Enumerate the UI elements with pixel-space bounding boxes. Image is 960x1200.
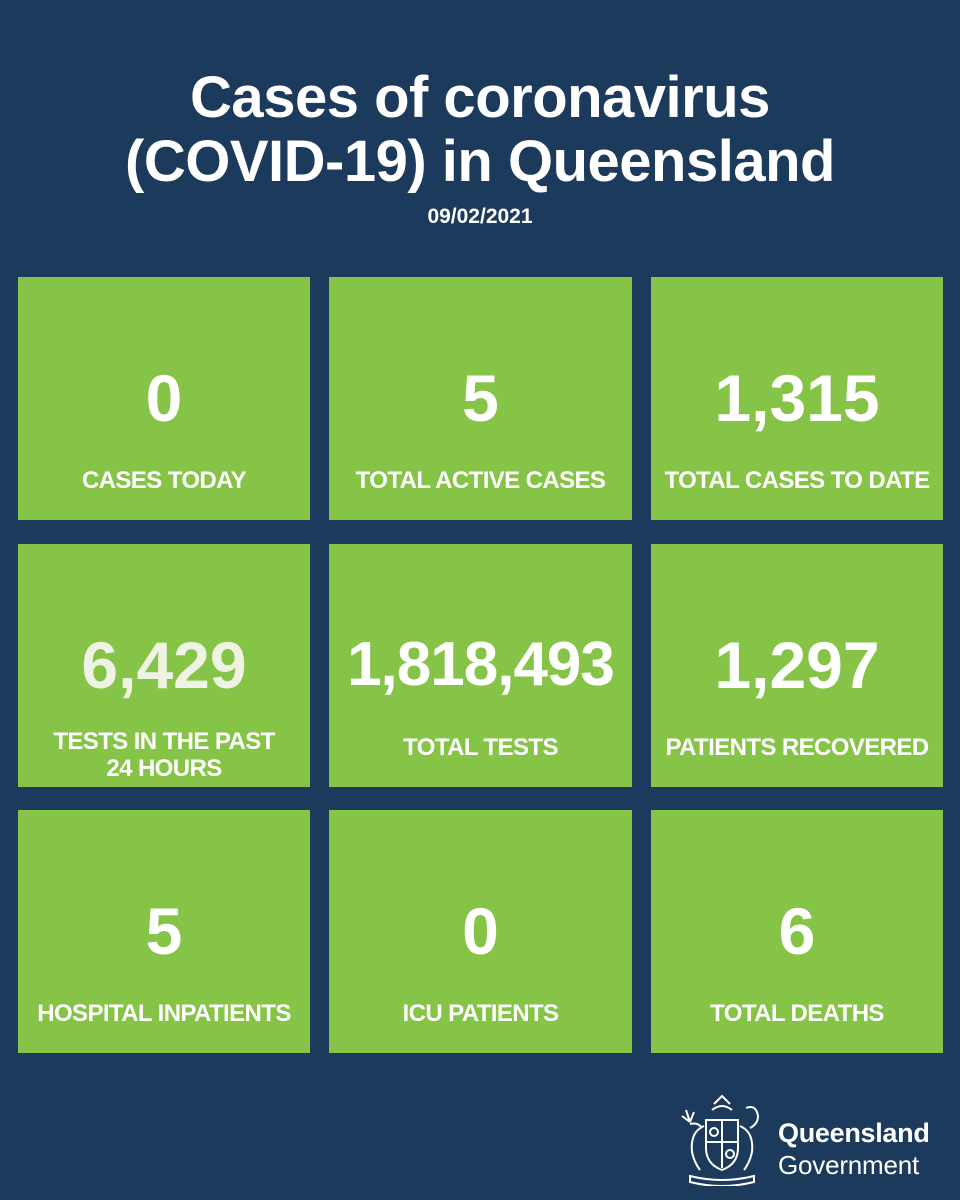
tile-label-line-2: 24 HOURS <box>106 755 222 782</box>
tile-tests-past-24-hours: 6,429 TESTS IN THE PAST 24 HOURS <box>18 544 310 787</box>
tile-value: 5 <box>145 894 183 968</box>
tile-total-cases-to-date: 1,315 TOTAL CASES TO DATE <box>651 277 943 520</box>
page-title: Cases of coronavirus (COVID-19) in Queen… <box>0 66 960 194</box>
tile-label: CASES TODAY <box>81 467 247 494</box>
tile-label: TOTAL CASES TO DATE <box>664 467 930 494</box>
tile-value: 0 <box>462 894 499 968</box>
tile-value: 0 <box>145 361 183 435</box>
tile-value: 1,315 <box>714 361 880 435</box>
tile-label: TOTAL TESTS <box>403 734 558 761</box>
tile-value: 6,429 <box>81 628 247 702</box>
tile-total-active-cases: 5 TOTAL ACTIVE CASES <box>329 277 632 520</box>
tile-cases-today: 0 CASES TODAY <box>18 277 310 520</box>
tile-label-line-1: TESTS IN THE PAST <box>53 728 275 755</box>
tile-label: TOTAL ACTIVE CASES <box>355 467 606 494</box>
queensland-government-logo: Queensland Government <box>676 1092 946 1186</box>
tile-label: PATIENTS RECOVERED <box>665 734 929 761</box>
title-line-1: Cases of coronavirus <box>190 65 770 130</box>
tile-total-tests: 1,818,493 TOTAL TESTS <box>329 544 632 787</box>
tile-value: 6 <box>778 894 816 968</box>
tile-label: TESTS IN THE PAST 24 HOURS <box>18 728 310 782</box>
tile-patients-recovered: 1,297 PATIENTS RECOVERED <box>651 544 943 787</box>
queensland-coat-of-arms-icon <box>681 1094 760 1186</box>
tile-label: ICU PATIENTS <box>402 1000 560 1027</box>
tile-value: 1,297 <box>714 628 880 702</box>
tile-value: 1,818,493 <box>347 630 615 699</box>
logo-queensland: Queensland <box>778 1118 930 1148</box>
tile-hospital-inpatients: 5 HOSPITAL INPATIENTS <box>18 810 310 1053</box>
tile-value: 5 <box>462 361 499 435</box>
logo-government: Government <box>778 1150 920 1180</box>
tile-label: HOSPITAL INPATIENTS <box>37 1000 291 1027</box>
tile-label: TOTAL DEATHS <box>710 1000 884 1027</box>
tile-icu-patients: 0 ICU PATIENTS <box>329 810 632 1053</box>
report-date: 09/02/2021 <box>427 205 533 228</box>
title-line-2: (COVID-19) in Queensland <box>125 129 835 194</box>
tile-total-deaths: 6 TOTAL DEATHS <box>651 810 943 1053</box>
